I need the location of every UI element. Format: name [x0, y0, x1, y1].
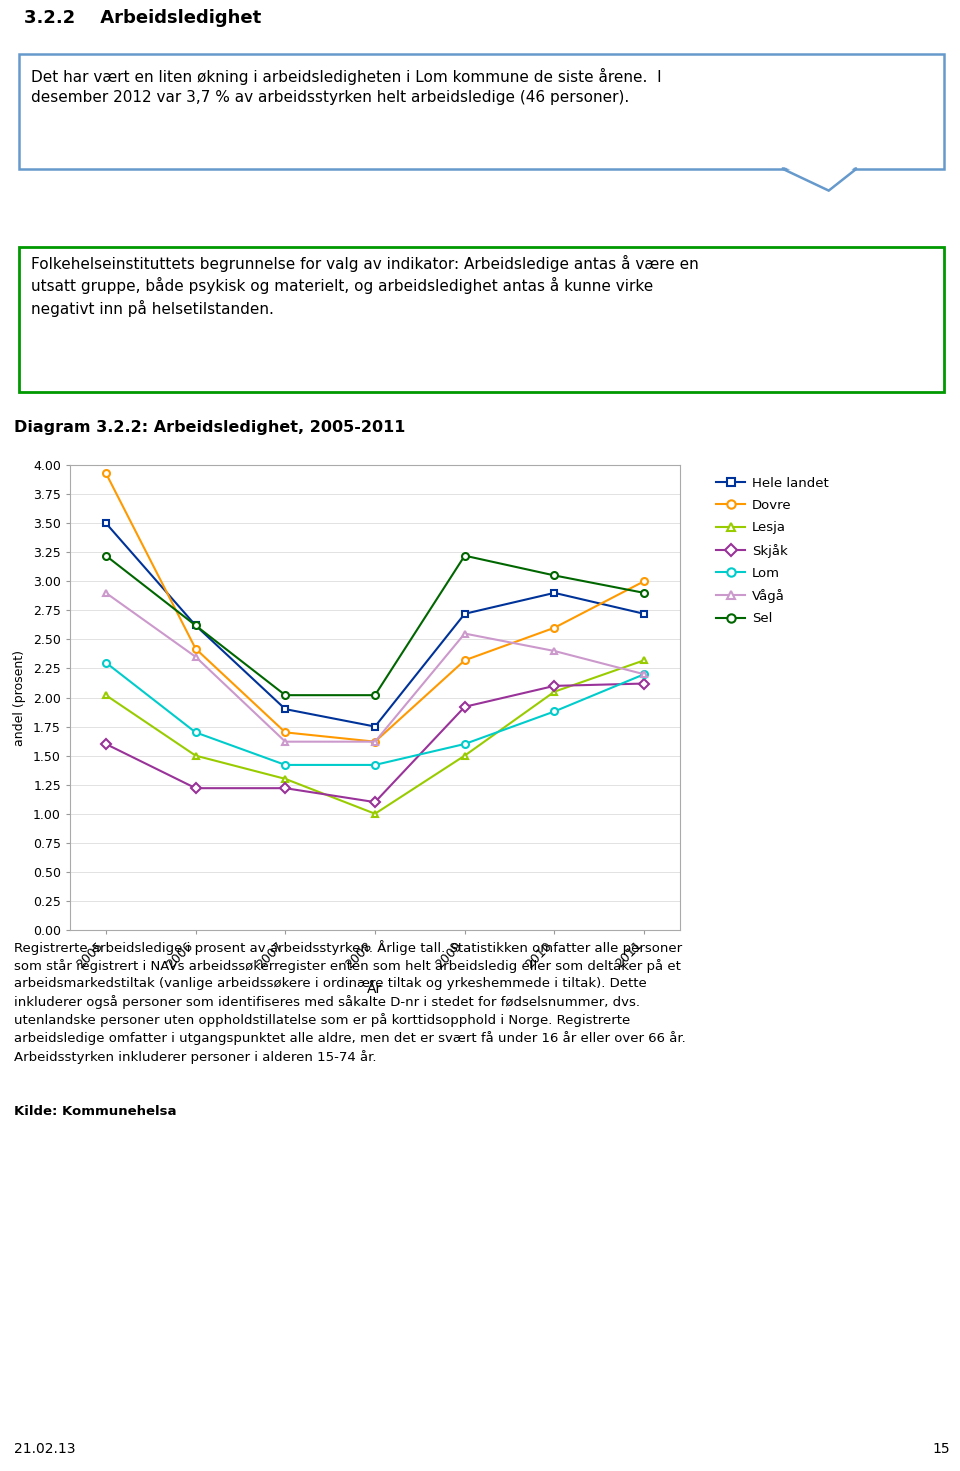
Line: Skjåk: Skjåk	[103, 680, 648, 806]
Text: Kilde: Kommunehelsa: Kilde: Kommunehelsa	[14, 1105, 177, 1118]
Hele landet	[459, 605, 470, 622]
Vågå	[549, 643, 561, 660]
Text: 3.2.2    Arbeidsledighet: 3.2.2 Arbeidsledighet	[24, 9, 261, 26]
Skjåk	[370, 793, 381, 811]
Y-axis label: andel (prosent): andel (prosent)	[13, 650, 26, 746]
Line: Vågå: Vågå	[103, 590, 648, 746]
Skjåk	[638, 675, 650, 693]
Sel	[549, 566, 561, 584]
Vågå	[370, 733, 381, 750]
Hele landet	[549, 584, 561, 602]
Vågå	[279, 733, 291, 750]
Line: Lom: Lom	[103, 659, 648, 768]
Dovre	[100, 465, 111, 482]
Lesja	[100, 687, 111, 705]
Lesja	[638, 652, 650, 669]
Lom	[638, 665, 650, 683]
Vågå	[638, 665, 650, 683]
Line: Hele landet: Hele landet	[103, 519, 648, 730]
Vågå	[100, 584, 111, 602]
Hele landet	[190, 616, 202, 634]
Sel	[190, 616, 202, 634]
Dovre	[549, 619, 561, 637]
Lesja	[370, 805, 381, 822]
FancyBboxPatch shape	[19, 247, 944, 391]
Sel	[279, 687, 291, 705]
Sel	[370, 687, 381, 705]
Lom	[459, 736, 470, 753]
Text: Folkehelseinstituttets begrunnelse for valg av indikator: Arbeidsledige antas å : Folkehelseinstituttets begrunnelse for v…	[32, 254, 699, 318]
Dovre	[370, 733, 381, 750]
X-axis label: År: År	[368, 981, 383, 996]
Dovre	[638, 572, 650, 590]
Skjåk	[549, 677, 561, 694]
Legend: Hele landet, Dovre, Lesja, Skjåk, Lom, Vågå, Sel: Hele landet, Dovre, Lesja, Skjåk, Lom, V…	[711, 472, 834, 631]
Dovre	[190, 640, 202, 658]
Polygon shape	[781, 169, 856, 191]
Skjåk	[190, 780, 202, 797]
Lom	[100, 653, 111, 671]
Skjåk	[279, 780, 291, 797]
Lom	[190, 724, 202, 741]
FancyBboxPatch shape	[19, 54, 944, 169]
Sel	[459, 547, 470, 565]
Dovre	[459, 652, 470, 669]
Sel	[638, 584, 650, 602]
Lesja	[279, 769, 291, 787]
Lesja	[549, 683, 561, 700]
Vågå	[190, 649, 202, 666]
Lom	[279, 756, 291, 774]
Hele landet	[279, 700, 291, 718]
Lesja	[459, 747, 470, 765]
Lom	[370, 756, 381, 774]
Skjåk	[100, 736, 111, 753]
Text: Registrerte arbeidsledige i prosent av arbeidsstyrken. Årlige tall. Statistikken: Registrerte arbeidsledige i prosent av a…	[14, 940, 686, 1064]
Line: Lesja: Lesja	[103, 658, 648, 818]
Text: Det har vært en liten økning i arbeidsledigheten i Lom kommune de siste årene.  : Det har vært en liten økning i arbeidsle…	[32, 68, 661, 106]
Skjåk	[459, 697, 470, 715]
Hele landet	[638, 605, 650, 622]
Line: Sel: Sel	[103, 552, 648, 699]
Text: 15: 15	[933, 1442, 950, 1456]
Hele landet	[370, 718, 381, 736]
Dovre	[279, 724, 291, 741]
Text: 21.02.13: 21.02.13	[14, 1442, 76, 1456]
Line: Dovre: Dovre	[103, 469, 648, 746]
Lesja	[190, 747, 202, 765]
Sel	[100, 547, 111, 565]
Polygon shape	[782, 166, 856, 188]
Hele landet	[100, 515, 111, 533]
Lom	[549, 703, 561, 721]
Vågå	[459, 625, 470, 643]
Text: Diagram 3.2.2: Arbeidsledighet, 2005-2011: Diagram 3.2.2: Arbeidsledighet, 2005-201…	[14, 421, 406, 435]
